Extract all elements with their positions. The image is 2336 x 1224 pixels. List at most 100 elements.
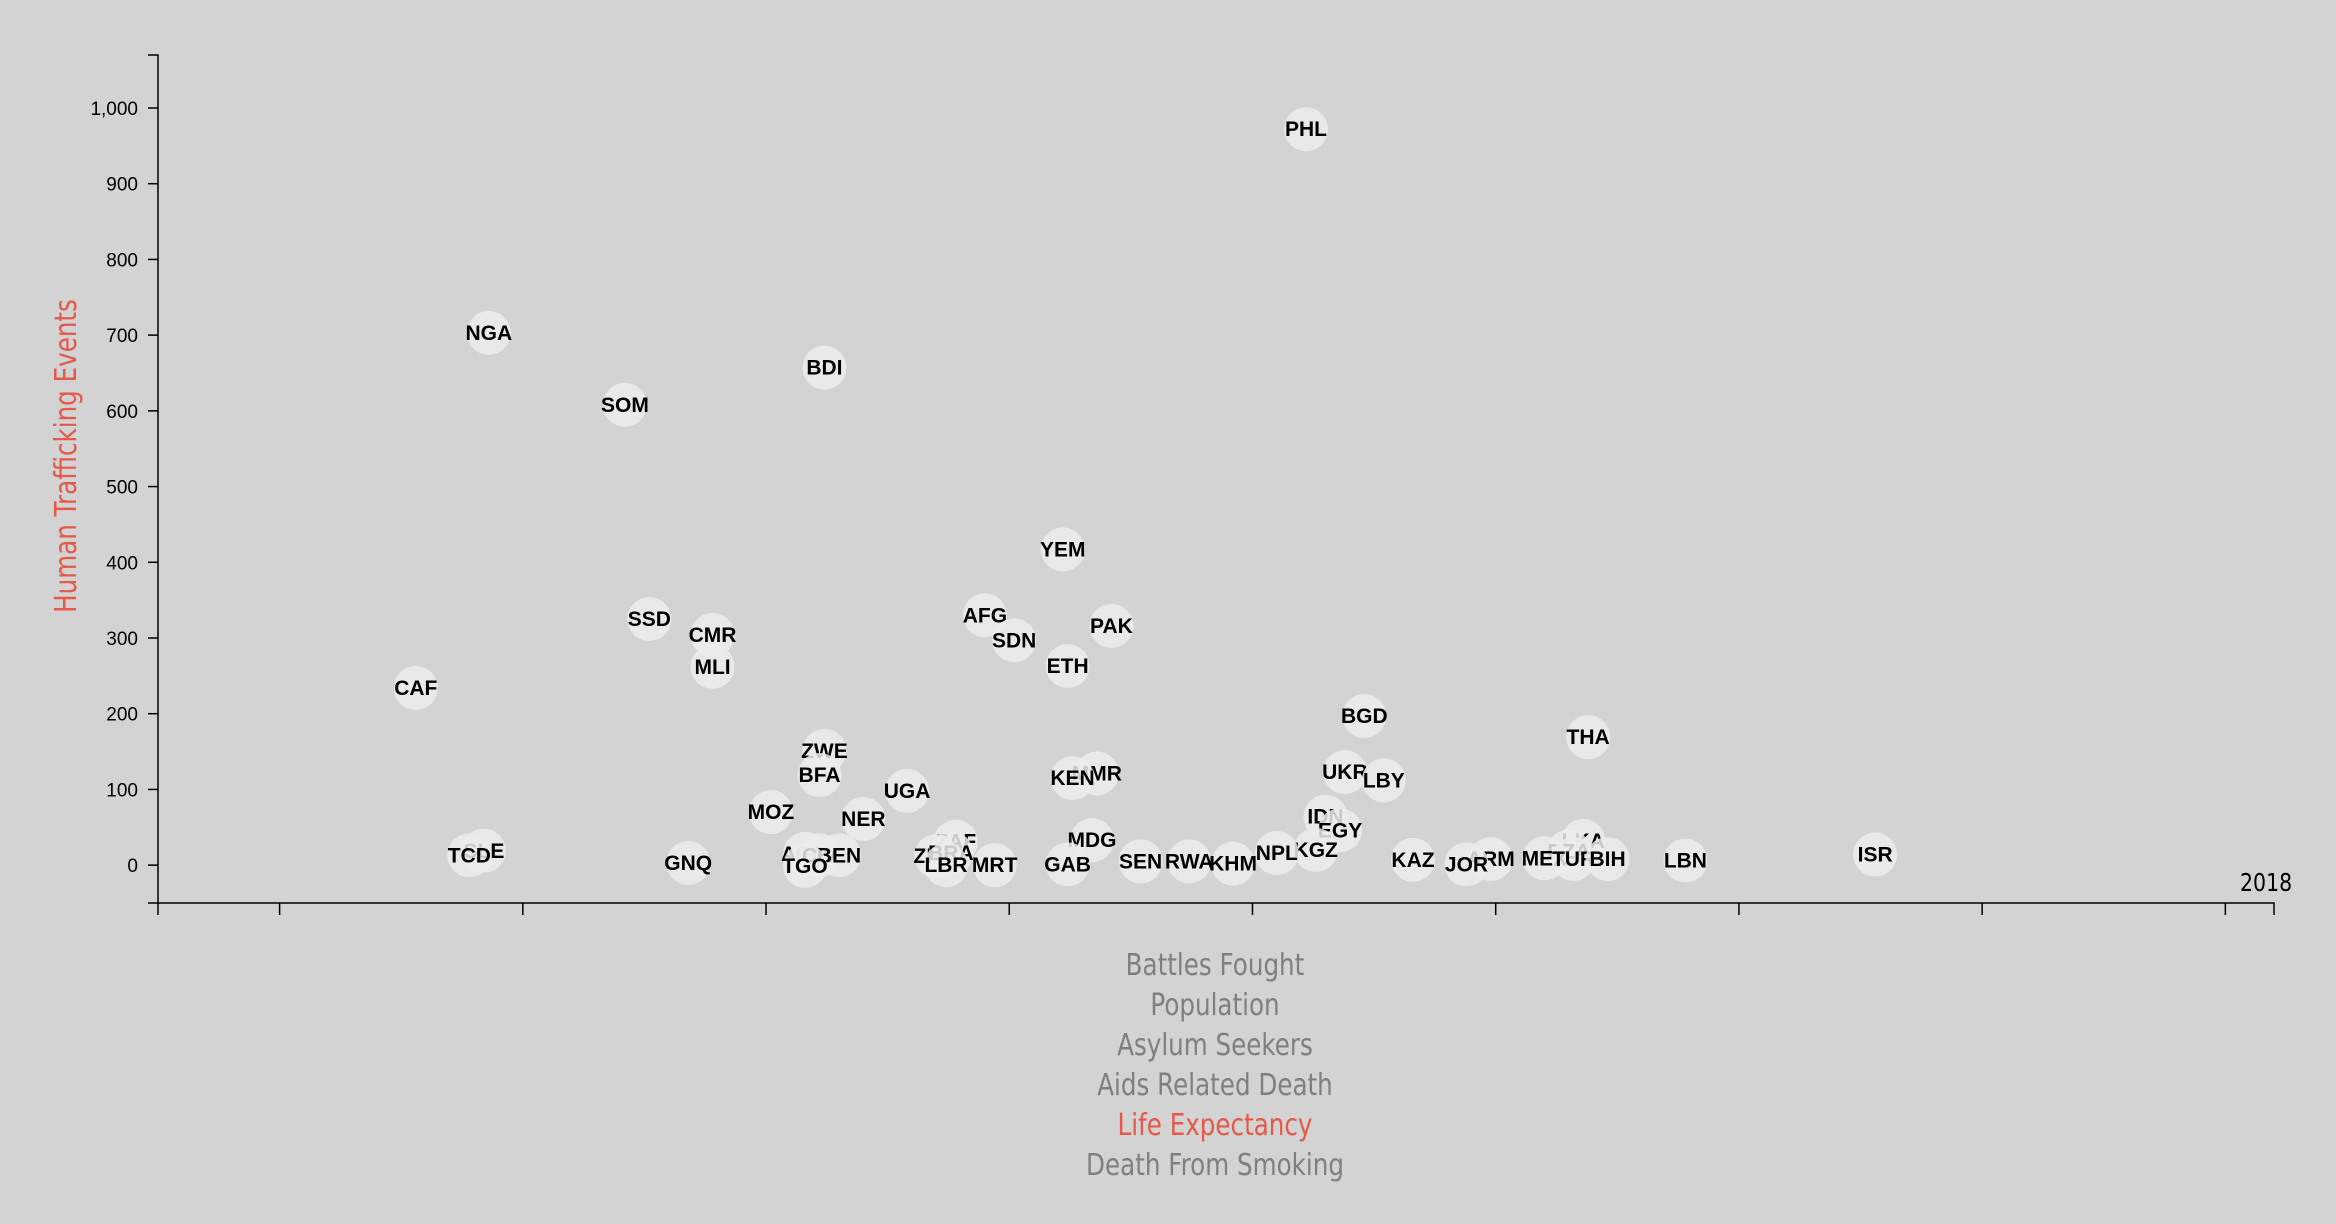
- data-point-sdn[interactable]: SDN: [992, 618, 1037, 663]
- point-bubble: [1566, 715, 1611, 760]
- point-bubble: [1283, 107, 1328, 152]
- data-point-ukr[interactable]: UKR: [1322, 750, 1368, 795]
- axes: 01002003004005006007008009001,0005055606…: [90, 54, 2275, 915]
- point-label: BEN: [817, 844, 861, 867]
- point-label: BFA: [799, 764, 841, 787]
- menu-item-battles-fought[interactable]: Battles Fought: [1125, 948, 1305, 983]
- point-bubble: [748, 790, 793, 835]
- point-bubble: [393, 665, 438, 710]
- menu-item-life-expectancy[interactable]: Life Expectancy: [1117, 1108, 1313, 1143]
- point-bubble: [1045, 644, 1090, 689]
- y-tick-label: 300: [106, 629, 138, 650]
- data-point-som[interactable]: SOM: [601, 382, 649, 427]
- data-point-khm[interactable]: KHM: [1209, 841, 1257, 886]
- data-point-pak[interactable]: PAK: [1089, 603, 1134, 648]
- point-label: BDI: [806, 357, 842, 380]
- menu-item-asylum-seekers[interactable]: Asylum Seekers: [1117, 1028, 1313, 1063]
- point-bubble: [992, 618, 1037, 663]
- data-point-ben[interactable]: BEN: [817, 833, 862, 878]
- point-bubble: [782, 843, 827, 888]
- data-point-cmr[interactable]: CMR: [689, 612, 737, 657]
- data-point-ssd[interactable]: SSD: [627, 597, 672, 642]
- point-label: KEN: [1050, 767, 1094, 790]
- y-axis-line: [148, 54, 159, 904]
- point-bubble: [1211, 841, 1256, 886]
- point-bubble: [666, 840, 711, 885]
- point-label: ISR: [1858, 844, 1893, 867]
- point-bubble: [1585, 837, 1630, 882]
- data-point-caf[interactable]: CAF: [393, 665, 438, 710]
- point-label: GAB: [1044, 853, 1091, 876]
- point-label: BGD: [1341, 705, 1388, 728]
- point-label: KHM: [1209, 853, 1257, 876]
- point-bubble: [1089, 603, 1134, 648]
- point-label: CMR: [689, 624, 737, 647]
- point-bubble: [627, 597, 672, 642]
- data-point-bfa[interactable]: BFA: [797, 753, 842, 798]
- point-label: JOR: [1445, 853, 1488, 876]
- data-point-jor[interactable]: JOR: [1444, 842, 1489, 887]
- point-bubble: [447, 833, 492, 878]
- data-point-kaz[interactable]: KAZ: [1391, 837, 1436, 882]
- point-bubble: [817, 833, 862, 878]
- data-point-bdi[interactable]: BDI: [802, 345, 847, 390]
- data-point-npl[interactable]: NPL: [1254, 831, 1299, 876]
- data-point-isr[interactable]: ISR: [1853, 832, 1898, 877]
- data-point-kgz[interactable]: KGZ: [1294, 828, 1339, 872]
- point-label: NPL: [1256, 842, 1298, 865]
- data-point-gab[interactable]: GAB: [1044, 842, 1091, 887]
- point-bubble: [797, 753, 842, 798]
- data-point-bih[interactable]: BIH: [1585, 837, 1630, 882]
- data-point-bgd[interactable]: BGD: [1341, 693, 1388, 738]
- data-point-gnq[interactable]: GNQ: [664, 840, 712, 885]
- menu-item-aids-related-death[interactable]: Aids Related Death: [1097, 1068, 1333, 1103]
- point-label: YEM: [1040, 538, 1086, 561]
- point-bubble: [802, 345, 847, 390]
- data-point-moz[interactable]: MOZ: [748, 790, 795, 835]
- point-bubble: [885, 768, 930, 813]
- data-point-lbn[interactable]: LBN: [1663, 838, 1708, 883]
- point-bubble: [690, 644, 735, 689]
- point-bubble: [466, 310, 511, 355]
- point-label: KAZ: [1391, 849, 1434, 872]
- point-bubble: [1167, 839, 1212, 884]
- data-point-rwa[interactable]: RWA: [1165, 839, 1214, 884]
- point-label: NGA: [465, 322, 512, 345]
- data-point-ner[interactable]: NER: [841, 796, 886, 841]
- y-tick-label: 400: [106, 553, 138, 574]
- point-label: ETH: [1047, 655, 1089, 678]
- data-point-phl[interactable]: PHL: [1283, 107, 1328, 152]
- data-point-tur[interactable]: TUR: [1551, 837, 1596, 882]
- point-bubble: [1118, 839, 1163, 884]
- menu-item-death-from-smoking[interactable]: Death From Smoking: [1086, 1148, 1344, 1183]
- data-point-mrt[interactable]: MRT: [972, 843, 1018, 888]
- data-point-afg[interactable]: AFG: [963, 593, 1007, 638]
- point-label: TCD: [448, 844, 491, 867]
- data-point-sen[interactable]: SEN: [1118, 839, 1163, 884]
- data-point-mli[interactable]: MLI: [690, 644, 735, 689]
- point-label: MRT: [972, 854, 1018, 877]
- data-point-lbr[interactable]: LBR: [924, 843, 969, 888]
- point-label: SOM: [601, 394, 649, 417]
- data-point-ken[interactable]: KEN: [1050, 756, 1095, 801]
- data-point-uga[interactable]: UGA: [884, 768, 931, 813]
- menu-item-population[interactable]: Population: [1150, 988, 1280, 1023]
- data-point-yem[interactable]: YEM: [1040, 527, 1086, 572]
- y-tick-label: 200: [106, 705, 138, 726]
- point-label: TGO: [782, 855, 828, 878]
- data-point-lby[interactable]: LBY: [1361, 758, 1406, 803]
- y-tick-label: 800: [106, 250, 138, 271]
- point-bubble: [1663, 838, 1708, 883]
- data-point-tcd[interactable]: TCD: [447, 833, 492, 878]
- data-point-nga[interactable]: NGA: [465, 310, 512, 355]
- data-points: PHL NGA BDI SOM YEM SSD AFG PAK CMR SDN MLI ETH CAF B…: [393, 107, 1898, 888]
- point-bubble: [1853, 832, 1898, 877]
- data-point-eth[interactable]: ETH: [1045, 644, 1090, 689]
- scatter-chart: 01002003004005006007008009001,0005055606…: [50, 54, 2292, 915]
- point-label: KGZ: [1294, 839, 1339, 862]
- data-point-tgo[interactable]: TGO: [782, 843, 828, 888]
- y-axis-label: Human Trafficking Events: [50, 299, 84, 613]
- point-bubble: [1050, 756, 1095, 801]
- x-axis-line: [157, 902, 2275, 915]
- data-point-tha[interactable]: THA: [1566, 715, 1611, 760]
